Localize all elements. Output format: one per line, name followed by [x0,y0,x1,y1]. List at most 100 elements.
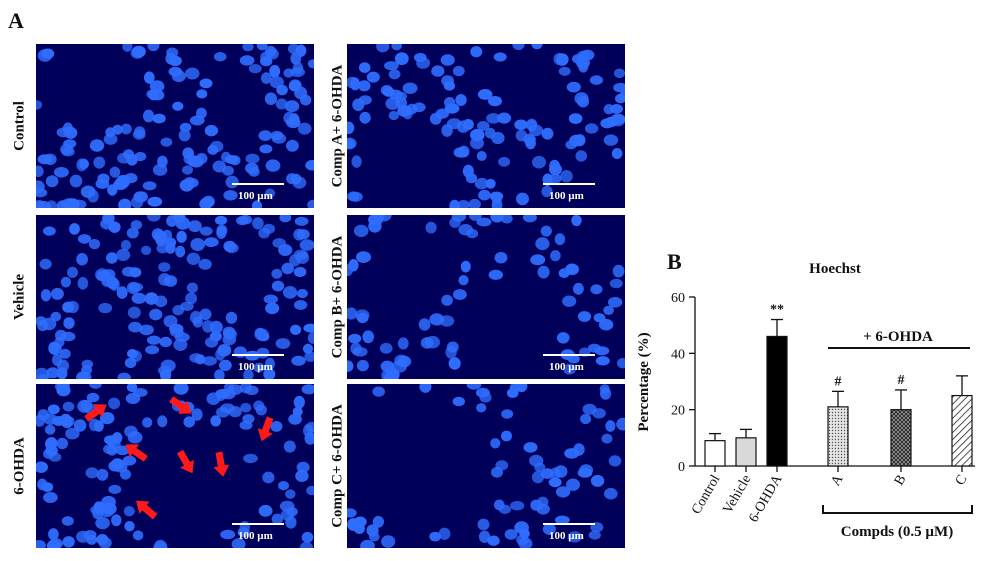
nucleus [186,252,201,265]
nucleus [36,200,46,208]
nucleus [275,98,288,110]
nucleus [466,384,482,390]
nucleus [133,191,148,203]
nucleus [108,484,122,494]
nucleus [292,61,304,75]
nucleus [381,535,396,548]
nucleus [36,461,48,473]
nucleus [61,198,77,208]
nucleus [225,311,238,324]
nucleus [537,265,550,279]
nucleus [542,173,553,186]
nucleus [381,369,394,379]
nucleus [603,305,614,315]
nucleus [456,120,470,133]
nucleus [86,392,100,403]
nucleus [77,277,89,290]
scale-bar-label: 100 µm [238,530,273,542]
nucleus [488,96,502,107]
nucleus [95,178,110,189]
nucleus [516,534,529,546]
nucleus [558,66,571,76]
nucleus [294,216,309,226]
nucleus [451,215,467,222]
nucleus [146,215,161,222]
nucleus [258,130,272,141]
nucleus [166,47,179,58]
nucleus [122,455,137,466]
nucleus [215,348,226,361]
nucleus [455,94,467,106]
bar [735,437,757,467]
nucleus [254,328,269,341]
nucleus [37,409,50,421]
nucleus [100,412,115,425]
nucleus [42,317,57,331]
nucleus [199,226,213,236]
nucleus [556,332,570,344]
nucleus [248,64,262,74]
nucleus [470,136,484,150]
nucleus [61,516,74,526]
nucleus [264,188,276,198]
micrograph-label-6ohda: 6-OHDA [11,437,28,495]
nucleus [609,278,623,289]
nucleus [558,268,570,279]
nucleus [220,529,236,540]
nucleus [186,282,198,294]
hoechst-bar-chart: B Hoechst 0 20 40 60 Percentage (%) ControlVehi… [636,249,975,540]
nucleus [36,100,43,110]
nucleus [429,112,442,125]
nucleus [123,506,135,517]
nucleus [296,461,310,473]
nucleus [493,499,505,511]
nucleus [613,82,625,93]
nucleus [173,338,188,351]
nucleus [589,75,603,85]
nucleus [425,221,437,234]
nucleus [372,386,385,397]
scale-bar [543,354,595,356]
nucleus [149,308,163,321]
nucleus [144,71,155,84]
nucleus [229,155,241,166]
nucleus [382,87,395,97]
nucleus [275,338,291,349]
nucleus [36,188,48,198]
nucleus [286,139,299,152]
nucleus [189,156,204,168]
group-label-bottom: Compds (0.5 µM) [841,524,953,540]
nucleus [530,254,546,266]
nucleus [126,281,140,295]
nucleus [48,342,62,355]
nucleus [306,485,314,496]
nucleus [62,536,75,548]
nucleus [566,478,580,491]
nucleus [124,425,138,438]
nucleus [287,44,300,55]
nucleus [132,530,144,541]
nucleus [347,139,355,150]
nucleus [131,292,147,304]
nucleus [251,200,263,208]
nucleus [191,408,203,421]
nucleus [96,468,109,481]
nucleus [178,129,191,142]
nucleus [385,97,401,110]
nucleus [617,358,625,369]
nucleus [465,173,478,184]
nucleus [265,357,275,370]
micrograph-comp-a: 100 µm [347,44,625,208]
nucleus [554,465,568,478]
nucleus [120,123,132,135]
nucleus [56,367,68,379]
nucleus [497,112,512,124]
nucleus [176,230,187,243]
nucleus [526,118,538,132]
nucleus [157,415,168,428]
nucleus [158,365,172,376]
nucleus [265,302,280,315]
nucleus [43,153,57,165]
nucleus [98,302,113,314]
nucleus [216,224,228,237]
